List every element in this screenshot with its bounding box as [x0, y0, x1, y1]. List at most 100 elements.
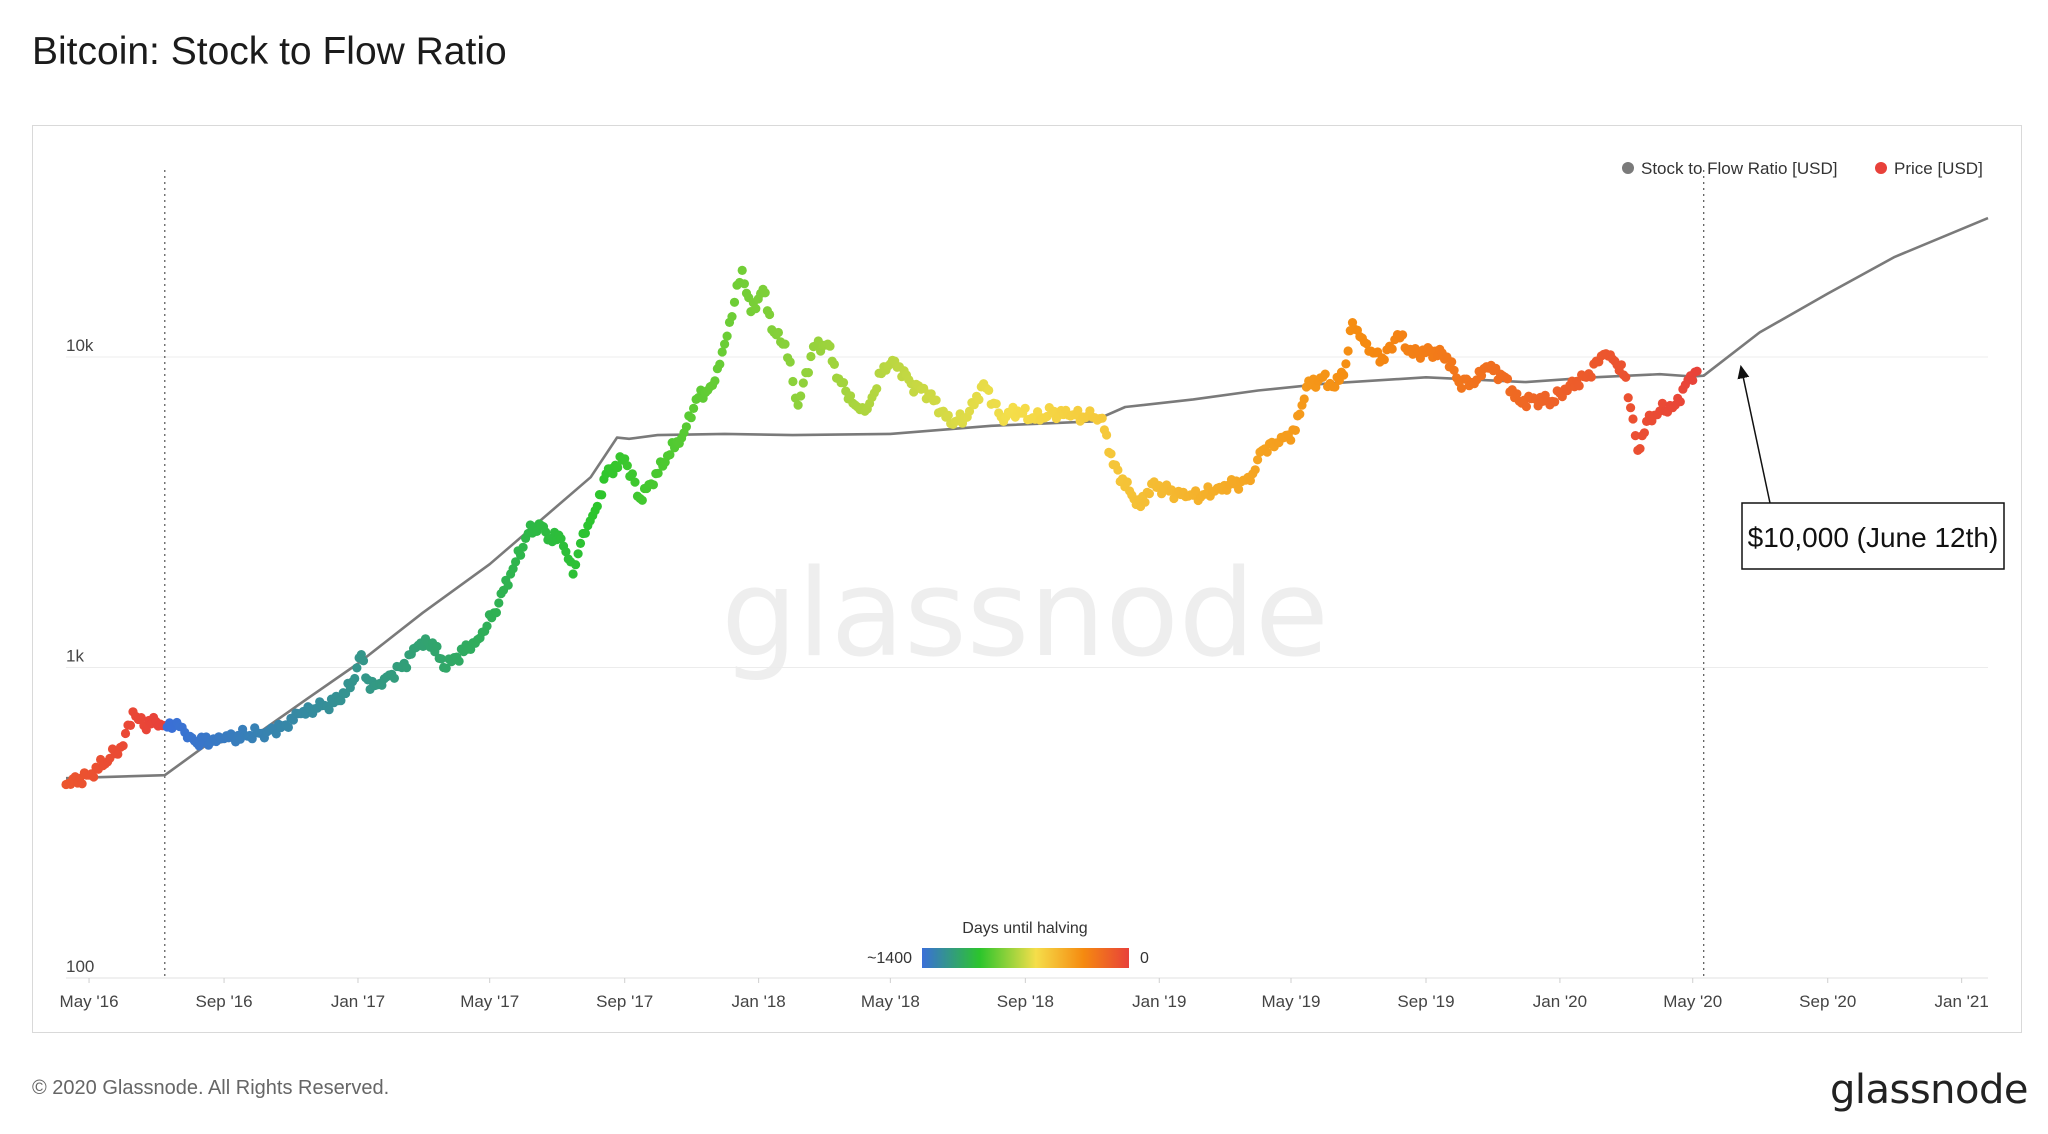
- price-point: [592, 501, 602, 511]
- price-annotation: $10,000 (June 12th): [1737, 364, 2005, 570]
- price-point: [637, 495, 647, 505]
- halving-lines: [164, 170, 1705, 978]
- price-point: [653, 468, 663, 478]
- price-point: [573, 549, 583, 559]
- price-point: [1476, 371, 1487, 381]
- price-point: [118, 741, 128, 751]
- x-tick-label: Sep '16: [195, 992, 252, 1011]
- price-point: [608, 469, 618, 479]
- price-series: [61, 265, 1702, 790]
- price-point: [1191, 486, 1201, 496]
- legend-marker-price: [1875, 162, 1887, 174]
- price-point: [510, 557, 521, 567]
- price-point: [503, 580, 513, 590]
- x-tick-label: Sep '20: [1799, 992, 1856, 1011]
- price-point: [1113, 465, 1123, 475]
- x-tick-label: May '20: [1663, 992, 1722, 1011]
- price-point: [271, 729, 281, 739]
- price-point: [1387, 344, 1397, 354]
- price-point: [556, 534, 566, 544]
- price-point: [1692, 366, 1702, 376]
- price-point: [765, 309, 775, 320]
- legend-label-price: Price [USD]: [1894, 159, 1983, 178]
- price-point: [964, 406, 975, 416]
- price-point: [1639, 428, 1649, 438]
- price-point: [432, 641, 442, 652]
- annotation-arrow: [1737, 364, 1771, 504]
- y-tick-label: 10k: [66, 336, 94, 355]
- x-tick-label: Sep '17: [596, 992, 653, 1011]
- price-point: [1688, 375, 1698, 385]
- price-point: [1320, 369, 1330, 379]
- legend-item-price[interactable]: Price [USD]: [1875, 159, 1983, 178]
- price-point: [872, 384, 882, 394]
- price-point: [803, 368, 814, 378]
- price-point: [1635, 444, 1645, 454]
- colorbar-max-label: 0: [1140, 950, 1149, 967]
- price-point: [352, 663, 362, 673]
- price-point: [710, 376, 720, 386]
- annotation-box: [1741, 502, 2005, 570]
- price-point: [1630, 431, 1640, 441]
- colorbar-title: Days until halving: [962, 920, 1087, 937]
- price-point: [785, 357, 795, 367]
- price-point: [1512, 389, 1522, 399]
- price-point: [909, 387, 919, 397]
- price-point: [829, 359, 840, 369]
- chart-watermark: glassnode: [721, 545, 1329, 684]
- price-point: [1286, 435, 1296, 445]
- price-point: [580, 528, 591, 538]
- chart-frame: [32, 125, 2022, 1033]
- price-point: [798, 378, 808, 388]
- price-point: [1550, 397, 1560, 407]
- price-point: [751, 304, 761, 314]
- y-axis-ticks: 100 1k 10k: [66, 336, 94, 976]
- price-point: [436, 654, 446, 664]
- price-point: [760, 288, 770, 298]
- price-point: [288, 715, 298, 725]
- stock-to-flow-series: [65, 216, 1989, 780]
- annotation-text: $10,000 (June 12th): [1748, 522, 1999, 553]
- price-point: [1626, 403, 1636, 413]
- price-point: [1623, 393, 1633, 403]
- price-point: [575, 538, 586, 549]
- price-point: [717, 347, 727, 357]
- price-point: [1586, 372, 1596, 382]
- price-point: [1447, 357, 1457, 367]
- x-tick-label: May '19: [1261, 992, 1320, 1011]
- price-point: [627, 469, 638, 479]
- price-point: [845, 391, 856, 401]
- price-point: [336, 696, 346, 706]
- price-point: [1339, 370, 1349, 380]
- price-point: [943, 410, 953, 420]
- price-point: [1456, 383, 1467, 393]
- price-point: [727, 312, 737, 322]
- price-point: [739, 279, 750, 289]
- price-point: [1290, 425, 1300, 435]
- x-tick-label: May '17: [460, 992, 519, 1011]
- legend-item-stock-to-flow[interactable]: Stock to Flow Ratio [USD]: [1622, 159, 1838, 178]
- price-point: [630, 477, 640, 487]
- price-point: [125, 720, 136, 731]
- x-tick-label: Jan '21: [1935, 992, 1989, 1011]
- price-point: [1362, 339, 1372, 349]
- price-point: [796, 391, 806, 401]
- price-point: [358, 656, 369, 666]
- price-point: [838, 378, 849, 388]
- price-point: [561, 547, 571, 557]
- price-point: [77, 779, 87, 789]
- price-point: [773, 327, 784, 338]
- price-point: [926, 389, 936, 399]
- price-point: [1106, 449, 1116, 459]
- x-tick-label: Jan '19: [1132, 992, 1186, 1011]
- price-point: [1343, 346, 1353, 356]
- price-point: [482, 621, 492, 631]
- chart-legend: Stock to Flow Ratio [USD] Price [USD]: [1622, 159, 1983, 178]
- x-tick-label: May '18: [861, 992, 920, 1011]
- price-point: [1379, 355, 1389, 365]
- chart-gridlines: [66, 356, 1988, 979]
- x-tick-label: Jan '20: [1533, 992, 1587, 1011]
- price-point: [1299, 394, 1309, 404]
- y-tick-label: 100: [66, 957, 94, 976]
- price-point: [1628, 414, 1638, 424]
